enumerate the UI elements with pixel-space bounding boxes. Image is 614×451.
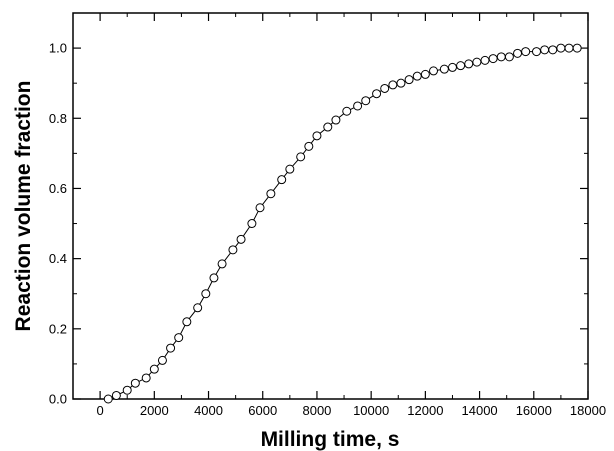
data-point: [236, 234, 246, 244]
y-tick-label: 0.6: [49, 181, 67, 196]
data-point: [372, 89, 382, 99]
data-point: [122, 385, 132, 395]
data-point: [548, 45, 558, 55]
data-point: [388, 80, 398, 90]
y-tick-label: 0.2: [49, 321, 67, 336]
data-point: [456, 61, 466, 71]
series-line: [108, 47, 578, 400]
x-tick-label: 16000: [516, 403, 552, 418]
data-point: [380, 83, 390, 93]
data-point: [420, 69, 430, 79]
data-point: [304, 141, 314, 151]
x-axis-ticks: [72, 13, 589, 399]
data-point: [141, 373, 151, 383]
data-point: [103, 394, 113, 404]
data-point: [157, 355, 167, 365]
data-point: [201, 289, 211, 299]
data-point: [404, 75, 414, 85]
data-point: [429, 66, 438, 76]
data-point: [513, 48, 523, 58]
y-tick-label: 0.0: [49, 392, 67, 407]
data-point: [247, 219, 257, 229]
data-point: [353, 101, 363, 111]
data-point: [130, 378, 140, 388]
x-tick-label: 2000: [140, 403, 169, 418]
y-axis-tick-labels: 0.0 0.2 0.4 0.6 0.8 1.0: [49, 41, 67, 407]
data-point: [464, 59, 474, 69]
data-point: [209, 273, 219, 283]
y-tick-label: 1.0: [49, 41, 67, 56]
data-point: [277, 175, 287, 185]
x-tick-label: 8000: [302, 403, 331, 418]
data-point: [480, 55, 490, 65]
data-point: [504, 52, 514, 62]
y-tick-label: 0.8: [49, 111, 67, 126]
x-tick-label: 6000: [248, 403, 277, 418]
data-point: [331, 115, 341, 125]
x-tick-label: 14000: [462, 403, 498, 418]
data-point: [342, 106, 352, 116]
x-axis-title: Milling time, s: [261, 428, 400, 451]
data-points: [103, 43, 582, 404]
data-point: [285, 164, 295, 174]
data-point: [521, 47, 531, 57]
data-point: [447, 62, 457, 72]
data-point: [323, 122, 333, 132]
y-axis-ticks: [73, 47, 588, 400]
data-point: [182, 317, 192, 327]
data-point: [312, 131, 322, 141]
data-point: [217, 259, 227, 269]
data-point: [361, 96, 371, 106]
data-point: [496, 52, 506, 62]
data-point: [556, 43, 566, 53]
data-point: [572, 43, 582, 53]
data-point: [540, 45, 550, 55]
y-tick-label: 0.4: [49, 251, 67, 266]
data-point: [439, 64, 449, 74]
data-point: [564, 43, 574, 53]
plot-frame: [72, 12, 589, 400]
y-axis-title: Reaction volume fraction: [12, 81, 35, 332]
data-point: [296, 152, 306, 162]
x-axis-tick-labels: 0 2000 4000 6000 8000 10000 12000 14000 16000 180…: [96, 403, 606, 418]
data-point: [193, 303, 203, 313]
data-point: [412, 71, 422, 81]
data-point: [174, 333, 184, 343]
x-tick-label: 4000: [194, 403, 223, 418]
data-point: [228, 245, 238, 255]
data-point: [396, 78, 406, 88]
data-point: [149, 364, 159, 374]
data-point: [472, 57, 482, 67]
data-point: [166, 343, 176, 353]
x-tick-label: 10000: [353, 403, 389, 418]
data-point: [266, 189, 276, 199]
data-point: [255, 203, 265, 213]
x-tick-label: 0: [96, 403, 103, 418]
data-point: [532, 47, 541, 57]
x-tick-label: 18000: [570, 403, 606, 418]
data-point: [111, 390, 121, 400]
data-point: [488, 54, 498, 64]
x-tick-label: 12000: [407, 403, 443, 418]
